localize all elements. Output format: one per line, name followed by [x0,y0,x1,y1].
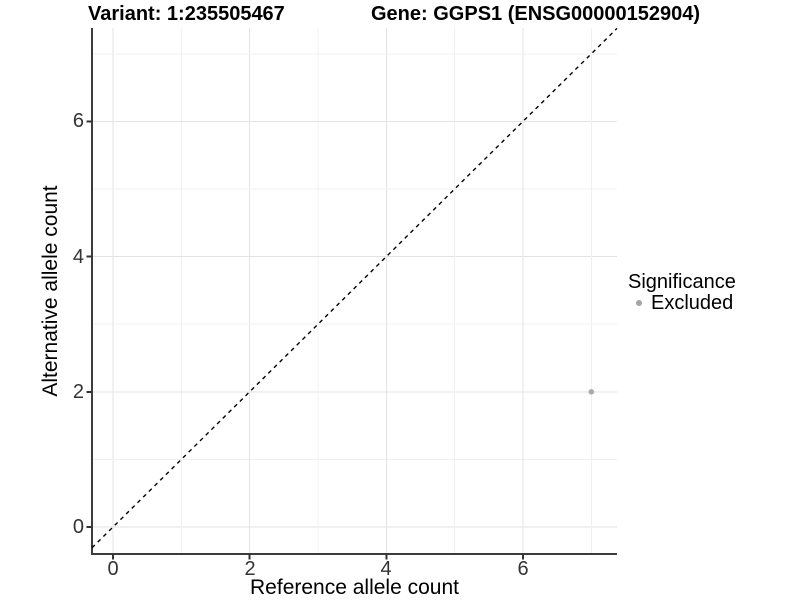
y-axis-title: Alternative allele count [39,185,62,397]
x-tick-label-2: 2 [244,558,256,580]
variant-title: Variant: 1:235505467 [88,3,285,25]
data-point [588,389,595,395]
legend-item-excluded: Excluded [651,292,734,314]
y-tick-label-2: 2 [72,381,84,403]
axis-ticks [86,120,524,560]
x-tick-label-6: 6 [517,558,529,580]
legend-point-icon [636,300,642,306]
identity-dashed-line [91,27,618,549]
legend-title: Significance [628,271,736,293]
y-tick-label-0: 0 [72,516,84,538]
x-tick-label-4: 4 [380,558,392,580]
x-tick-label-0: 0 [107,558,119,580]
data-points [588,389,595,395]
y-tick-label-4: 4 [72,246,84,268]
y-tick-label-6: 6 [72,110,84,132]
gridlines [92,28,617,554]
gene-title: Gene: GGPS1 (ENSG00000152904) [371,3,701,25]
x-axis-title: Reference allele count [250,576,459,599]
